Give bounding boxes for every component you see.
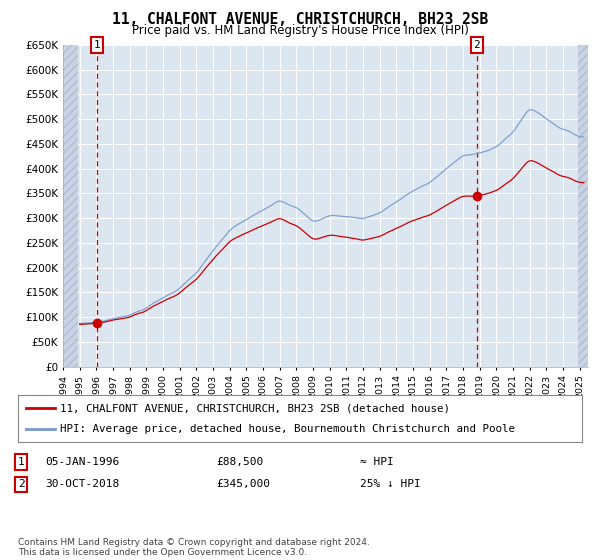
Text: 2: 2 bbox=[473, 40, 480, 50]
Text: 2: 2 bbox=[17, 479, 25, 489]
Text: 1: 1 bbox=[17, 457, 25, 467]
Bar bbox=[578, 45, 588, 367]
Text: 30-OCT-2018: 30-OCT-2018 bbox=[45, 479, 119, 489]
Text: Contains HM Land Registry data © Crown copyright and database right 2024.
This d: Contains HM Land Registry data © Crown c… bbox=[18, 538, 370, 557]
Text: £345,000: £345,000 bbox=[216, 479, 270, 489]
Text: 1: 1 bbox=[94, 40, 100, 50]
Text: 05-JAN-1996: 05-JAN-1996 bbox=[45, 457, 119, 467]
Text: ≈ HPI: ≈ HPI bbox=[360, 457, 394, 467]
Text: Price paid vs. HM Land Registry's House Price Index (HPI): Price paid vs. HM Land Registry's House … bbox=[131, 24, 469, 37]
Text: 11, CHALFONT AVENUE, CHRISTCHURCH, BH23 2SB: 11, CHALFONT AVENUE, CHRISTCHURCH, BH23 … bbox=[112, 12, 488, 27]
Text: 25% ↓ HPI: 25% ↓ HPI bbox=[360, 479, 421, 489]
Bar bbox=[63, 45, 79, 367]
Text: HPI: Average price, detached house, Bournemouth Christchurch and Poole: HPI: Average price, detached house, Bour… bbox=[60, 424, 515, 434]
Text: £88,500: £88,500 bbox=[216, 457, 263, 467]
Text: 11, CHALFONT AVENUE, CHRISTCHURCH, BH23 2SB (detached house): 11, CHALFONT AVENUE, CHRISTCHURCH, BH23 … bbox=[60, 403, 450, 413]
